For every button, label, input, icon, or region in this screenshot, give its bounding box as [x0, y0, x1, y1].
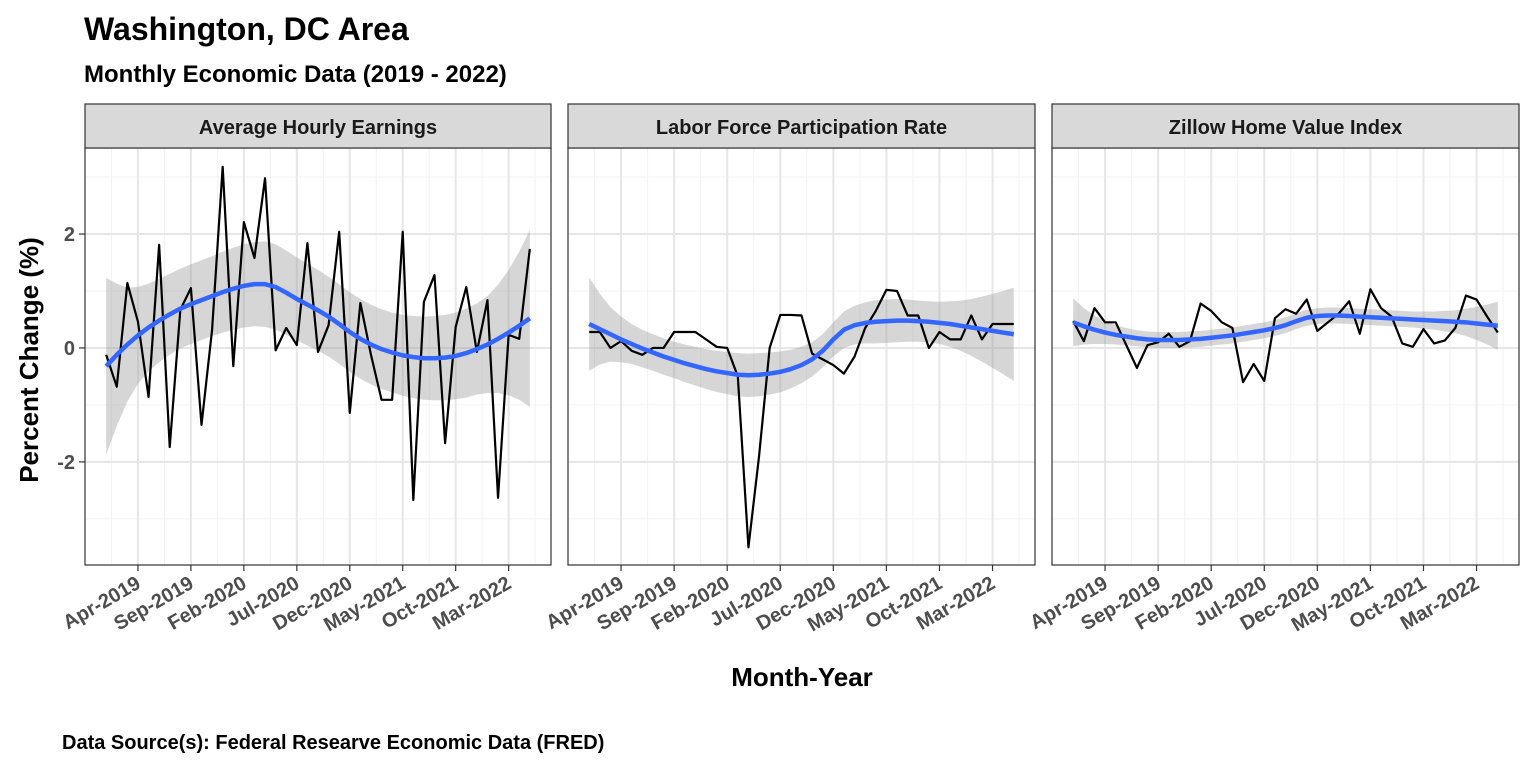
smooth-line [588, 318, 1015, 378]
y-tick-label: -2 [57, 452, 75, 474]
strip-title: Average Hourly Earnings [199, 117, 437, 139]
data-line [105, 165, 531, 502]
data-line [589, 288, 1014, 549]
strip [567, 103, 1036, 149]
y-tick-label: 2 [64, 224, 75, 246]
caption: Data Source(s): Federal Researve Economi… [62, 732, 604, 754]
panel-background [568, 148, 1035, 565]
y-tick-label: 0 [64, 338, 75, 360]
chart-title: Washington, DC Area [84, 11, 409, 47]
strip [1051, 103, 1520, 149]
chart-subtitle: Monthly Economic Data (2019 - 2022) [84, 61, 507, 88]
panel-background [85, 148, 551, 565]
x-axis-label: Month-Year [731, 662, 873, 692]
strip-title: Labor Force Participation Rate [656, 117, 947, 139]
data-line [1072, 288, 1499, 384]
y-axis-label: Percent Change (%) [14, 237, 44, 483]
strip [84, 103, 552, 149]
strip-title: Zillow Home Value Index [1169, 117, 1402, 139]
smooth-line [104, 281, 532, 368]
panel-background [1052, 148, 1519, 565]
smooth-line [1072, 313, 1499, 343]
